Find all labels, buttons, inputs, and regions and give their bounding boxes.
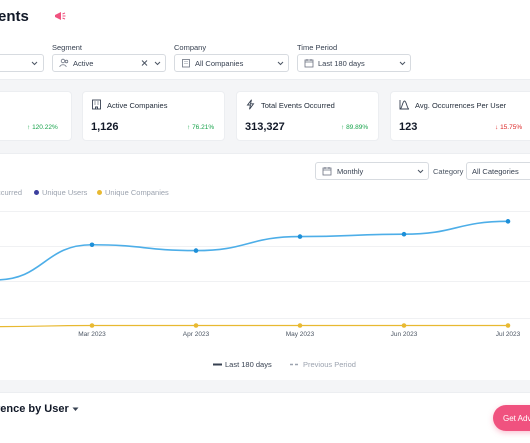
legend-current-period[interactable]: Last 180 days <box>225 360 272 369</box>
kpi-change: ↑ 120.22% <box>27 124 58 131</box>
legend-previous-period[interactable]: Previous Period <box>303 360 356 369</box>
x-tick-label: Apr 2023 <box>183 331 210 338</box>
grid-line <box>0 318 530 319</box>
get-advice-button[interactable]: Get Adv <box>493 405 530 431</box>
grid-line <box>0 246 530 247</box>
data-point[interactable] <box>401 231 407 237</box>
data-point[interactable] <box>193 323 199 328</box>
data-point[interactable] <box>297 323 303 328</box>
building-icon <box>92 99 101 110</box>
series-line-users <box>0 220 509 281</box>
kpi-card-avg-occurrences[interactable]: Avg. Occurrences Per User 123 ↓ 15.75% <box>390 91 530 141</box>
kpi-card-active-companies[interactable]: Active Companies 1,126 ↑ 76.21% <box>82 91 225 141</box>
kpi-title: Active Companies <box>107 101 168 110</box>
line-chart: Mar 2023 Apr 2023 May 2023 Jun 2023 Jul 2023 <box>0 219 521 338</box>
time-period-label: Time Period <box>297 43 338 52</box>
legend-item-companies[interactable]: Unique Companies <box>105 188 169 197</box>
series-line-companies <box>0 324 508 328</box>
kpi-value: 123 <box>399 121 418 133</box>
kpi-change: ↑ 76.21% <box>187 124 215 131</box>
grid-line <box>0 281 530 282</box>
granularity-select[interactable]: Monthly <box>315 162 429 180</box>
x-tick-label: Jun 2023 <box>391 331 418 338</box>
kpi-title: Avg. Occurrences Per User <box>415 101 507 110</box>
chart-panel: Monthly Category All Categories ccurred … <box>0 153 530 380</box>
company-label: Company <box>174 43 207 52</box>
grid-line <box>0 211 530 212</box>
time-period-select[interactable]: Last 180 days <box>297 54 411 72</box>
granularity-value: Monthly <box>337 167 364 176</box>
kpi-value: 313,327 <box>245 121 285 133</box>
kpi-value: 1,126 <box>91 121 119 133</box>
section-title[interactable]: rence by User <box>0 403 79 415</box>
data-point[interactable] <box>505 323 511 328</box>
chevron-down-icon <box>72 407 79 411</box>
chevron-down-icon <box>31 61 38 66</box>
time-period-value: Last 180 days <box>318 59 365 68</box>
data-point[interactable] <box>297 234 303 239</box>
category-label: Category <box>433 167 464 176</box>
calendar-icon <box>322 167 332 176</box>
data-point[interactable] <box>89 242 95 248</box>
kpi-change: ↑ 89.89% <box>341 124 369 131</box>
page-title: ents <box>0 8 29 25</box>
segment-select[interactable]: Active <box>52 54 166 72</box>
bolt-icon <box>246 99 255 110</box>
trend-icon <box>399 100 410 110</box>
legend-line-previous <box>290 363 298 366</box>
x-tick-label: Mar 2023 <box>78 331 106 338</box>
chevron-down-icon <box>154 61 161 66</box>
category-value: All Categories <box>472 167 519 176</box>
legend-dot-users <box>34 190 39 195</box>
kpi-card-events[interactable]: ↑ 120.22% <box>0 91 72 141</box>
data-point[interactable] <box>193 248 199 253</box>
company-value: All Companies <box>195 59 244 68</box>
kpi-change: ↓ 15.75% <box>495 124 523 131</box>
calendar-icon <box>304 59 314 68</box>
data-point[interactable] <box>505 219 511 224</box>
filter-left-select[interactable] <box>0 54 44 72</box>
x-tick-label: May 2023 <box>286 331 315 338</box>
users-icon <box>59 58 69 68</box>
chevron-down-icon <box>399 61 406 66</box>
x-tick-label: Jul 2023 <box>496 331 521 338</box>
segment-value: Active <box>73 59 94 68</box>
megaphone-icon <box>55 12 66 20</box>
clear-icon[interactable] <box>141 60 148 66</box>
category-select[interactable]: All Categories <box>466 162 530 180</box>
data-point[interactable] <box>401 323 407 328</box>
breakdown-panel: rence by User <box>0 392 530 443</box>
filter-bar: Segment Active Company All Companies Tim… <box>0 36 530 80</box>
legend-item-users[interactable]: Unique Users <box>42 188 88 197</box>
legend-item-events[interactable]: ccurred <box>0 188 23 197</box>
chevron-down-icon <box>417 169 424 174</box>
company-select[interactable]: All Companies <box>174 54 289 72</box>
chevron-down-icon <box>277 61 284 66</box>
legend-line-current <box>213 363 222 366</box>
segment-label: Segment <box>52 43 83 52</box>
legend-dot-companies <box>97 190 102 195</box>
title-bar: ents <box>0 0 530 36</box>
kpi-title: Total Events Occurred <box>261 101 335 110</box>
kpi-card-total-events[interactable]: Total Events Occurred 313,327 ↑ 89.89% <box>236 91 379 141</box>
data-point[interactable] <box>89 323 95 328</box>
building-icon <box>182 59 190 68</box>
